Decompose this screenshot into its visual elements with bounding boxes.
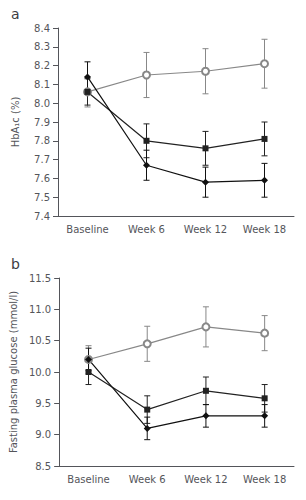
svg-text:Week 6: Week 6 bbox=[129, 474, 166, 485]
svg-text:HbA₁c (%): HbA₁c (%) bbox=[10, 97, 21, 148]
svg-text:7.4: 7.4 bbox=[34, 211, 50, 222]
svg-text:Baseline: Baseline bbox=[66, 224, 108, 235]
svg-text:7.9: 7.9 bbox=[34, 117, 50, 128]
svg-text:8.5: 8.5 bbox=[35, 461, 51, 472]
svg-text:7.8: 7.8 bbox=[34, 135, 50, 146]
svg-text:a: a bbox=[11, 6, 20, 22]
svg-text:9.0: 9.0 bbox=[35, 429, 51, 440]
svg-text:8.1: 8.1 bbox=[34, 79, 50, 90]
svg-text:8.4: 8.4 bbox=[34, 23, 50, 34]
svg-text:Week 18: Week 18 bbox=[243, 224, 286, 235]
svg-text:Week 12: Week 12 bbox=[184, 474, 227, 485]
svg-text:7.6: 7.6 bbox=[34, 173, 50, 184]
svg-text:8.2: 8.2 bbox=[34, 60, 50, 71]
svg-text:8.3: 8.3 bbox=[34, 41, 50, 52]
svg-text:10.0: 10.0 bbox=[29, 367, 51, 378]
svg-text:Baseline: Baseline bbox=[67, 474, 109, 485]
svg-text:Week 6: Week 6 bbox=[128, 224, 165, 235]
svg-text:10.5: 10.5 bbox=[29, 335, 51, 346]
svg-text:11.5: 11.5 bbox=[29, 273, 51, 284]
svg-text:Week 18: Week 18 bbox=[243, 474, 286, 485]
svg-text:11.0: 11.0 bbox=[29, 304, 51, 315]
svg-text:Week 12: Week 12 bbox=[184, 224, 227, 235]
svg-text:7.7: 7.7 bbox=[34, 154, 50, 165]
svg-text:Fasting plasma glucose (mmol/l: Fasting plasma glucose (mmol/l) bbox=[8, 291, 19, 453]
svg-text:b: b bbox=[11, 256, 20, 272]
svg-text:8.0: 8.0 bbox=[34, 98, 50, 109]
svg-text:9.5: 9.5 bbox=[35, 398, 51, 409]
svg-text:7.5: 7.5 bbox=[34, 192, 50, 203]
